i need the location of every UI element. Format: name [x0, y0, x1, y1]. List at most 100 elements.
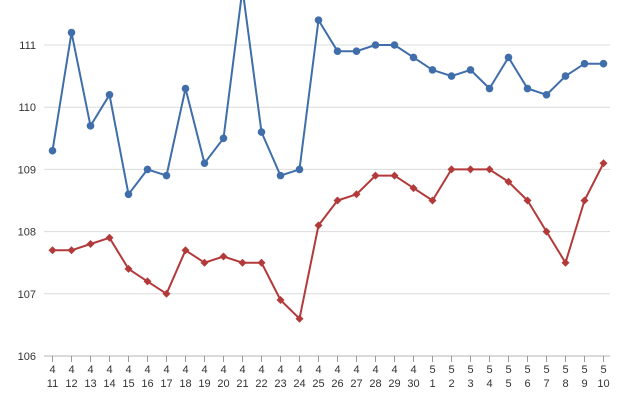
x-tick-label-day: 5 — [505, 378, 511, 390]
x-tick-label-day: 18 — [179, 378, 191, 390]
x-tick-label-month: 4 — [410, 364, 416, 376]
x-tick-label-day: 16 — [141, 378, 153, 390]
x-tick-label-month: 4 — [258, 364, 264, 376]
x-tick-label-month: 4 — [315, 364, 321, 376]
x-tick-label-day: 26 — [331, 378, 343, 390]
data-point — [314, 221, 323, 230]
data-point — [390, 41, 399, 49]
data-point — [238, 258, 247, 267]
x-tick-label-month: 4 — [372, 364, 378, 376]
data-point — [295, 165, 304, 174]
data-point — [181, 246, 190, 255]
data-point — [504, 177, 513, 186]
x-tick-label-day: 6 — [524, 378, 530, 390]
data-point — [48, 246, 57, 255]
x-tick-label-day: 12 — [65, 378, 77, 390]
y-tick-label: 110 — [18, 102, 36, 114]
x-tick-label-month: 4 — [277, 364, 283, 376]
data-point — [257, 128, 266, 136]
x-tick-label-day: 25 — [312, 378, 324, 390]
data-point — [352, 190, 361, 199]
data-point — [105, 233, 114, 242]
x-tick-label-day: 29 — [388, 378, 400, 390]
x-tick-label-day: 28 — [369, 378, 381, 390]
gridlines — [44, 44, 610, 357]
data-point — [523, 84, 532, 93]
data-point — [276, 296, 285, 304]
data-point — [371, 41, 380, 49]
data-point — [219, 134, 228, 143]
x-tick-label-month: 4 — [144, 364, 150, 376]
x-tick-label-day: 7 — [543, 378, 549, 390]
data-point — [542, 90, 551, 99]
data-point — [580, 59, 589, 68]
data-point — [162, 171, 171, 180]
x-tick-label-month: 5 — [600, 364, 606, 376]
y-tick-label: 109 — [18, 164, 36, 176]
data-point — [200, 258, 209, 267]
x-tick-label-month: 5 — [505, 364, 511, 376]
data-point — [276, 171, 285, 180]
x-tick-label-month: 5 — [486, 364, 492, 376]
x-tick-label-day: 19 — [198, 378, 210, 390]
y-tick-label: 111 — [19, 40, 36, 52]
x-tick-label-month: 4 — [182, 364, 188, 376]
x-tick-label-day: 8 — [562, 378, 568, 390]
data-point — [409, 184, 418, 193]
data-point — [466, 165, 475, 174]
x-axis: 4114124134144154164174184194204214224234… — [47, 356, 610, 390]
x-tick-label-month: 4 — [201, 364, 207, 376]
y-tick-label: 107 — [18, 289, 36, 301]
x-tick-label-day: 9 — [581, 378, 587, 390]
data-point — [181, 84, 190, 93]
x-tick-label-month: 5 — [581, 364, 587, 376]
x-tick-label-day: 22 — [255, 378, 267, 390]
data-point — [124, 264, 133, 273]
data-point — [504, 53, 513, 62]
x-tick-label-month: 4 — [334, 364, 340, 376]
data-point — [333, 47, 342, 56]
x-tick-label-day: 27 — [350, 378, 362, 390]
x-tick-label-day: 24 — [293, 378, 305, 390]
y-axis: 106 107 108 109 110 111 — [18, 40, 36, 363]
data-point — [428, 196, 437, 205]
x-tick-label-day: 15 — [122, 378, 134, 390]
data-point — [447, 165, 456, 174]
data-point — [599, 159, 608, 168]
data-series — [48, 0, 608, 323]
data-point — [485, 165, 494, 174]
data-point — [67, 28, 76, 37]
x-tick-label-day: 30 — [407, 378, 419, 390]
x-tick-label-month: 5 — [524, 364, 530, 376]
x-tick-label-day: 13 — [84, 378, 96, 390]
x-tick-label-month: 4 — [68, 364, 74, 376]
x-tick-label-month: 5 — [429, 364, 435, 376]
x-tick-label-month: 4 — [296, 364, 302, 376]
data-point — [200, 159, 209, 167]
data-point — [105, 90, 114, 99]
data-point — [143, 165, 152, 174]
x-tick-label-month: 4 — [87, 364, 93, 376]
x-tick-label-month: 4 — [163, 364, 169, 376]
x-tick-label-month: 4 — [220, 364, 226, 376]
data-point — [295, 314, 304, 323]
x-tick-label-month: 4 — [106, 364, 112, 376]
data-point — [542, 227, 551, 236]
data-point — [523, 196, 532, 205]
data-point — [86, 240, 95, 248]
data-point — [447, 72, 456, 80]
data-point — [466, 66, 475, 74]
series-line-2 — [52, 162, 605, 320]
x-tick-label-month: 4 — [125, 364, 131, 376]
x-tick-label-day: 14 — [103, 378, 115, 390]
data-point — [162, 289, 171, 298]
x-tick-label-month: 4 — [353, 364, 359, 376]
data-point — [124, 190, 133, 199]
x-tick-label-month: 4 — [49, 364, 55, 376]
x-tick-label-day: 3 — [467, 378, 473, 390]
x-tick-label-month: 4 — [239, 364, 245, 376]
y-tick-label: 108 — [18, 227, 36, 239]
series-line-1 — [51, 0, 604, 196]
data-point — [352, 47, 361, 56]
x-tick-label-month: 5 — [562, 364, 568, 376]
